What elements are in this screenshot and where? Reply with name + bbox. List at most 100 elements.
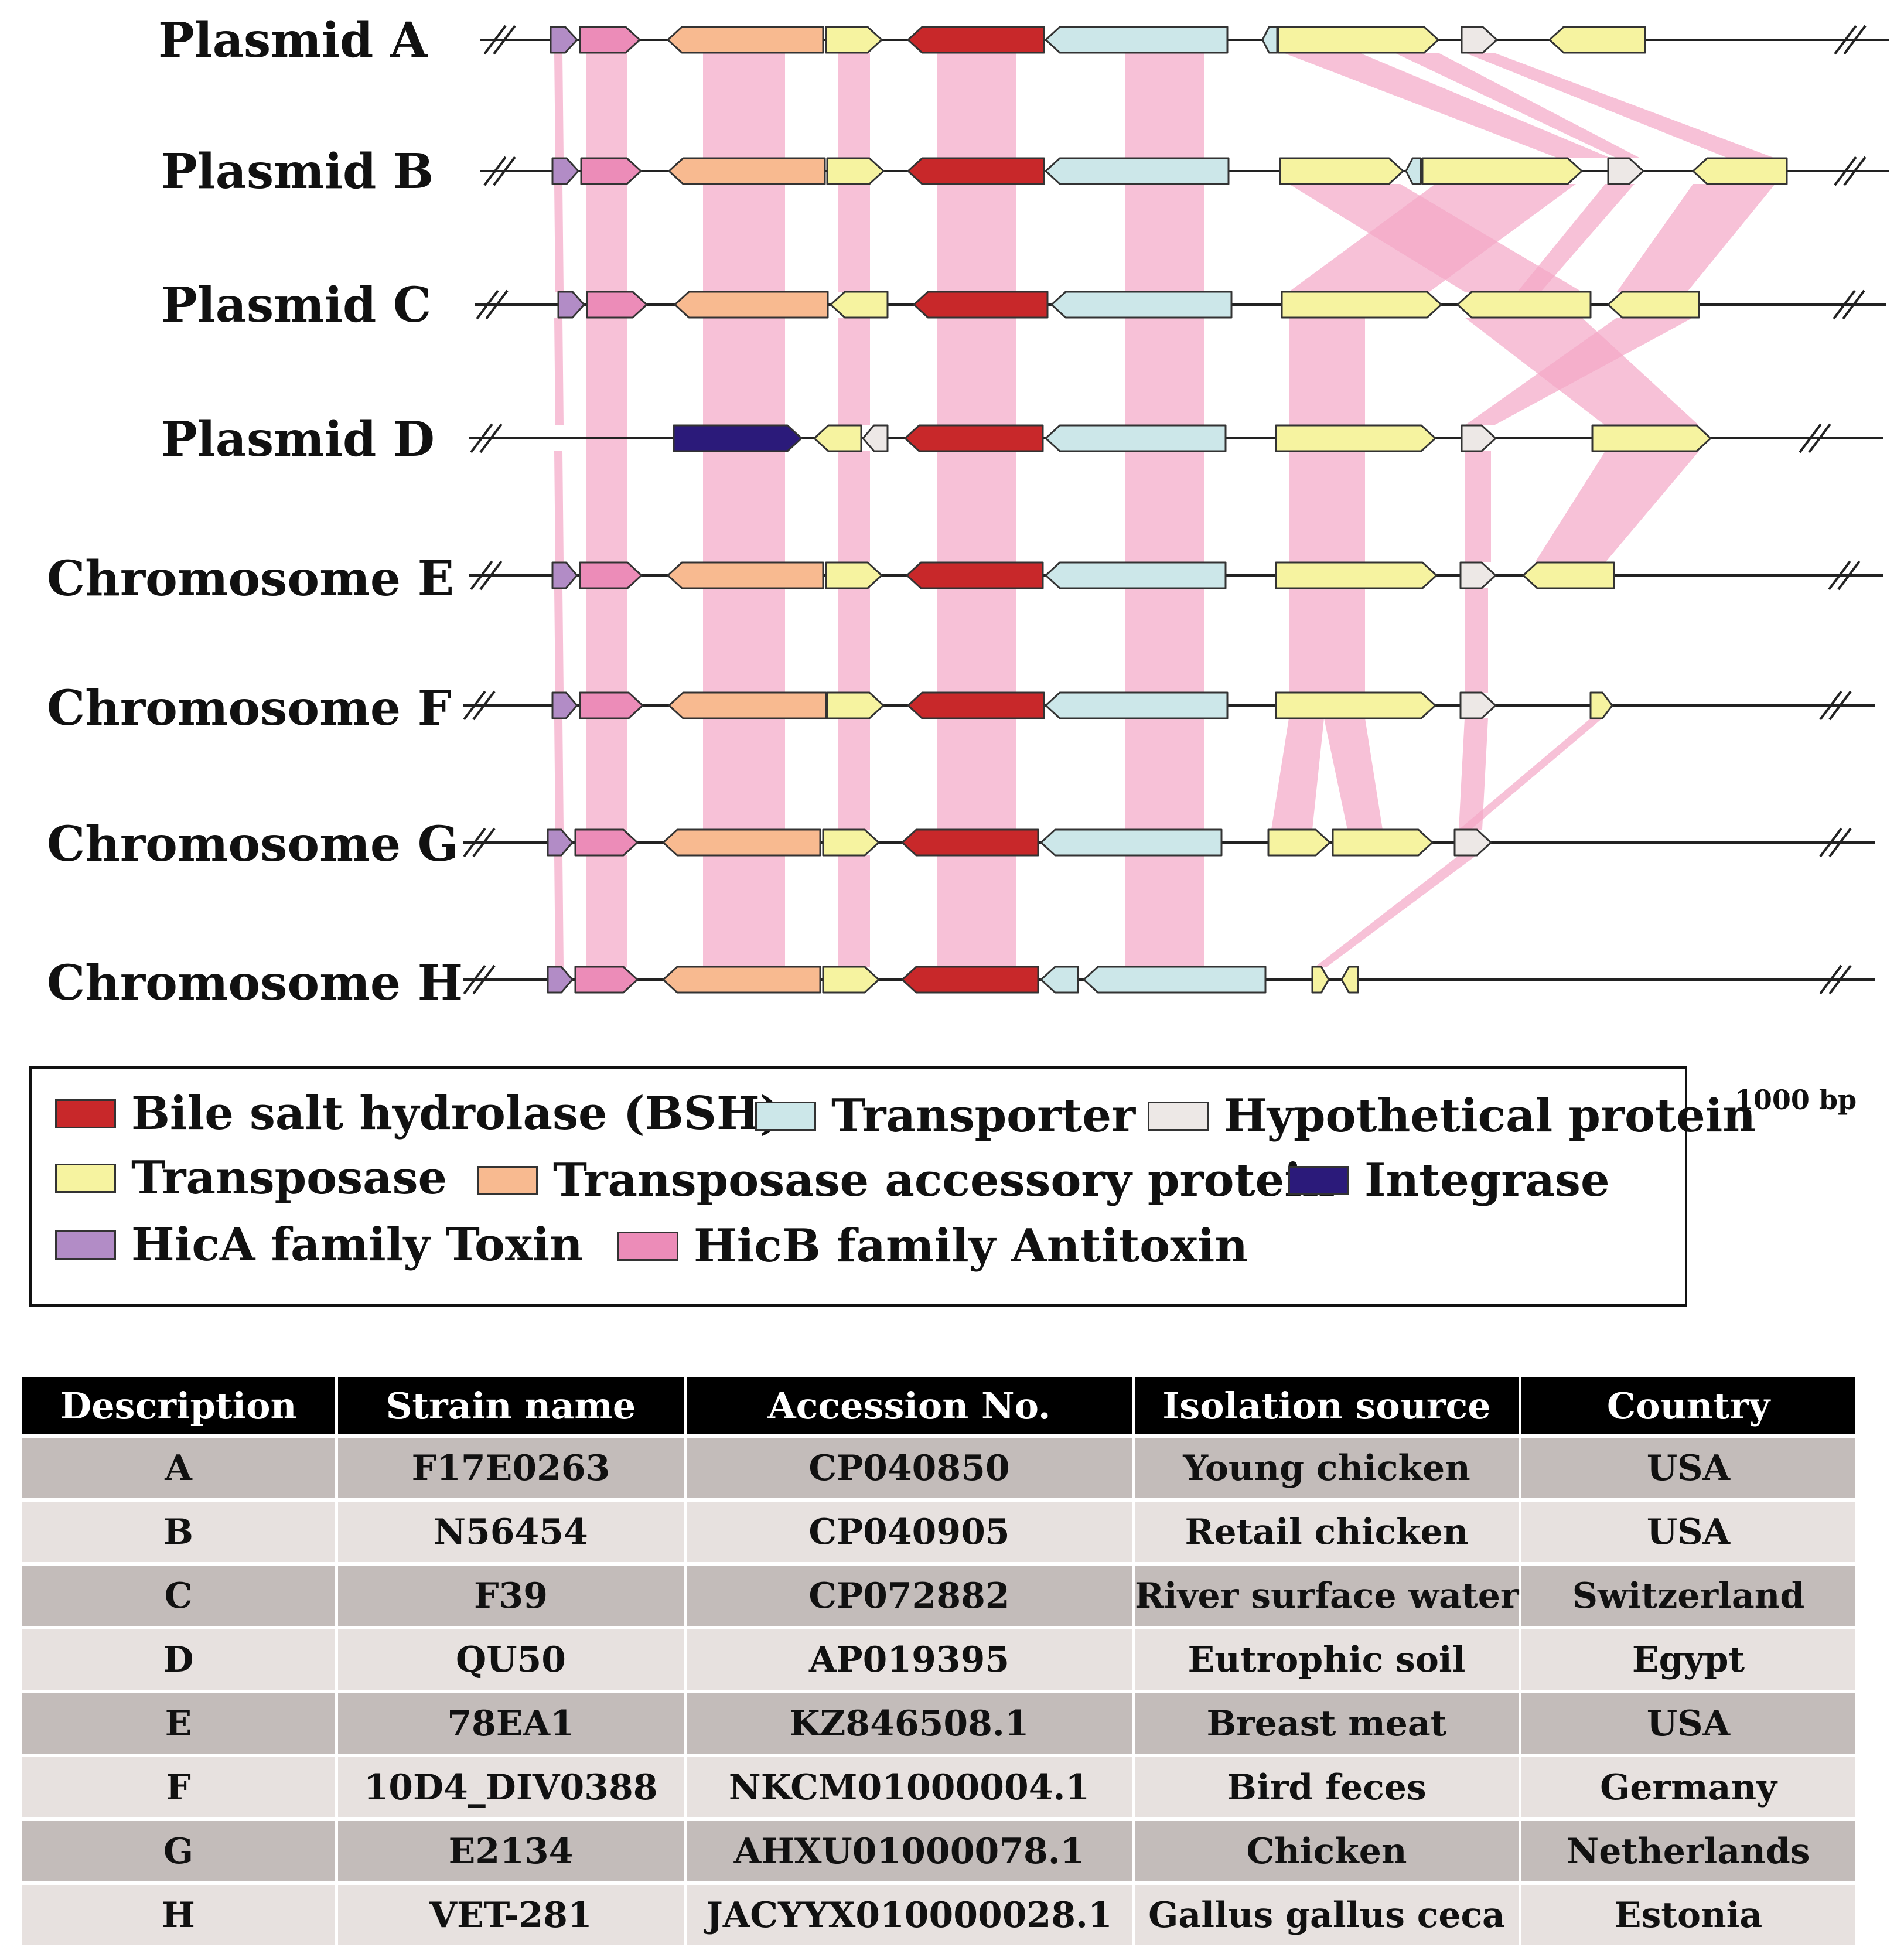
gene-track bbox=[463, 964, 1875, 995]
homology-band bbox=[1465, 318, 1693, 425]
homology-band bbox=[1125, 53, 1204, 158]
table-cell: Germany bbox=[1519, 1754, 1858, 1819]
table-cell: 10D4_DIV0388 bbox=[335, 1754, 687, 1819]
break-mark bbox=[1833, 289, 1856, 320]
hypothetical-protein-gene bbox=[1459, 561, 1497, 589]
legend-item-hica: HicA family Toxin bbox=[55, 1222, 583, 1268]
homology-band bbox=[1289, 318, 1365, 425]
transposase-gene bbox=[1275, 691, 1436, 719]
transposase-swatch bbox=[55, 1164, 116, 1193]
table-cell: Netherlands bbox=[1519, 1817, 1858, 1883]
bsh-gene bbox=[901, 828, 1039, 857]
homology-band bbox=[1271, 718, 1324, 830]
header-accession: Accession No. bbox=[684, 1374, 1135, 1438]
gene-track bbox=[480, 156, 1889, 186]
homology-band bbox=[838, 53, 870, 158]
hypothetical-protein-gene bbox=[1461, 26, 1498, 54]
hica-toxin-gene bbox=[551, 691, 578, 719]
homology-bands bbox=[554, 53, 1775, 967]
gene-track bbox=[463, 827, 1875, 858]
hica-toxin-gene bbox=[551, 561, 578, 589]
homology-band bbox=[1125, 451, 1204, 562]
hicb-swatch bbox=[617, 1232, 678, 1261]
homology-band bbox=[937, 855, 1016, 967]
table-cell: E bbox=[19, 1690, 338, 1755]
gene-cluster-diagram bbox=[463, 25, 1889, 995]
transposase-gene bbox=[825, 26, 883, 54]
homology-band bbox=[1125, 718, 1204, 830]
hicb-antitoxin-gene bbox=[579, 691, 644, 719]
homology-band bbox=[1517, 184, 1635, 292]
header-description: Description bbox=[19, 1374, 338, 1438]
transposase-gene bbox=[1692, 157, 1788, 185]
transposase-gene bbox=[1311, 966, 1330, 994]
break-mark bbox=[472, 827, 496, 858]
transposase-gene bbox=[826, 691, 885, 719]
break-mark bbox=[1843, 156, 1867, 186]
legend-item-hicb: HicB family Antitoxin bbox=[617, 1223, 1248, 1269]
hicb-antitoxin-gene bbox=[579, 561, 643, 589]
table-cell: H bbox=[19, 1881, 338, 1945]
break-mark bbox=[1837, 560, 1861, 591]
hicb-antitoxin-gene bbox=[574, 828, 639, 857]
legend-item-transporter: Transporter bbox=[755, 1093, 1135, 1139]
transposase-gene bbox=[825, 561, 883, 589]
homology-band bbox=[838, 184, 870, 292]
transposase-accessory-gene bbox=[667, 561, 824, 589]
transposase-gene bbox=[1456, 291, 1592, 319]
transposase-gene bbox=[1277, 26, 1439, 54]
table-cell: USA bbox=[1519, 1434, 1858, 1500]
bsh-gene bbox=[913, 291, 1049, 319]
homology-band bbox=[586, 588, 627, 693]
homology-band bbox=[703, 184, 785, 292]
hypothetical-swatch bbox=[1148, 1102, 1209, 1131]
transporter-gene bbox=[1045, 561, 1227, 589]
break-mark bbox=[483, 156, 507, 186]
break-mark bbox=[1819, 827, 1842, 858]
homology-band bbox=[937, 184, 1016, 292]
break-mark bbox=[470, 423, 493, 453]
homology-band bbox=[1283, 53, 1611, 158]
homology-band bbox=[586, 855, 627, 967]
bsh-gene bbox=[907, 26, 1045, 54]
table-cell: Retail chicken bbox=[1132, 1498, 1521, 1564]
transposase-accessory-gene bbox=[662, 966, 821, 994]
hicb-antitoxin-gene bbox=[574, 966, 639, 994]
homology-band bbox=[1465, 588, 1488, 693]
transporter-gene bbox=[1040, 828, 1223, 857]
header-isolation-source: Isolation source bbox=[1132, 1374, 1521, 1438]
table-cell: C bbox=[19, 1562, 338, 1628]
transposase-gene bbox=[1421, 157, 1583, 185]
table-row: F 10D4_DIV0388 NKCM01000004.1 Bird feces… bbox=[19, 1754, 1858, 1819]
table-row: A F17E0263 CP040850 Young chicken USA bbox=[19, 1434, 1858, 1500]
hypothetical-protein-gene bbox=[1607, 157, 1644, 185]
homology-band bbox=[1535, 451, 1699, 562]
track-label-e: Chromosome E bbox=[47, 551, 455, 607]
break-mark bbox=[1799, 423, 1822, 453]
legend-box: Bile salt hydrolase (BSH) Transporter Hy… bbox=[29, 1066, 1756, 1307]
homology-band bbox=[838, 855, 870, 967]
homology-band bbox=[703, 718, 785, 830]
table-cell: AHXU01000078.1 bbox=[684, 1817, 1135, 1883]
homology-band bbox=[838, 718, 870, 830]
break-mark bbox=[1834, 25, 1857, 55]
transposase-gene bbox=[1340, 966, 1359, 994]
bsh-swatch bbox=[55, 1099, 116, 1128]
table-cell: KZ846508.1 bbox=[684, 1690, 1135, 1755]
transposase-gene bbox=[826, 157, 885, 185]
break-mark bbox=[483, 25, 507, 55]
transposase-accessory-gene bbox=[662, 828, 821, 857]
table-cell: Switzerland bbox=[1519, 1562, 1858, 1628]
homology-band bbox=[703, 53, 785, 158]
transposase-accessory-gene bbox=[668, 157, 826, 185]
legend-label-accessory: Transposase accessory protein bbox=[553, 1154, 1335, 1207]
transposase-gene bbox=[822, 966, 880, 994]
track-label-f: Chromosome F bbox=[47, 680, 452, 736]
break-mark bbox=[1842, 289, 1865, 320]
homology-band bbox=[1465, 53, 1775, 158]
track-label-d: Plasmid D bbox=[161, 411, 435, 468]
transporter-gene bbox=[1405, 157, 1422, 185]
table-cell: CP040905 bbox=[684, 1498, 1135, 1564]
break-mark bbox=[1819, 690, 1842, 721]
homology-band bbox=[838, 588, 870, 693]
